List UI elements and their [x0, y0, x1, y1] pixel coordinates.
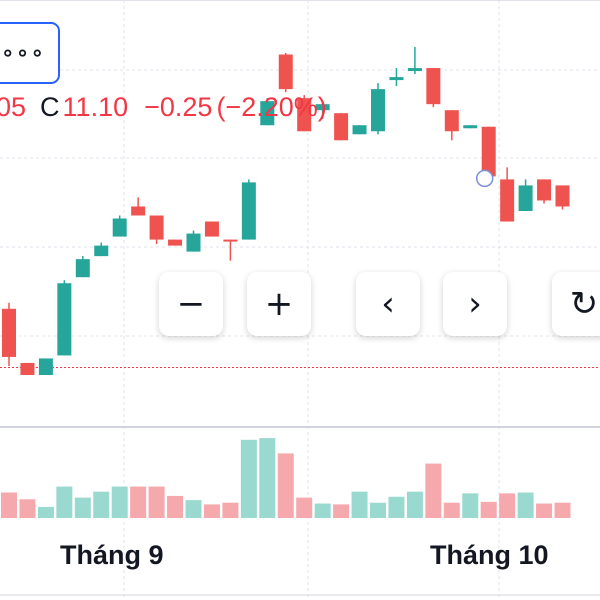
- volume-bar: [130, 486, 147, 518]
- volume-bar: [370, 502, 386, 518]
- ohlc-legend: 05 C 11.10 −0.25 (−2.20%): [0, 92, 327, 123]
- reset-chart-button[interactable]: ↻: [552, 272, 600, 336]
- volume-bar: [185, 500, 202, 518]
- candle-body: [297, 98, 312, 132]
- volume-bar: [406, 491, 423, 518]
- candle-body: [407, 68, 422, 72]
- volume-bar: [388, 496, 405, 518]
- candle-body: [241, 182, 256, 240]
- candle-body: [537, 179, 552, 201]
- volume-bar: [425, 463, 442, 518]
- change-percent: (−2.20%): [216, 92, 327, 122]
- volume-bar: [462, 493, 479, 518]
- candle-body: [371, 89, 385, 132]
- candle-body: [555, 185, 570, 207]
- candle-body: [75, 259, 90, 278]
- volume-bar: [259, 438, 276, 518]
- volume-bar: [443, 502, 460, 518]
- candle-body: [260, 101, 275, 126]
- volume-bar: [536, 503, 553, 518]
- minus-icon: −: [176, 284, 206, 324]
- candle-body: [500, 179, 515, 222]
- volume-bar: [1, 492, 17, 518]
- candle-body: [315, 104, 330, 111]
- volume-bar: [203, 504, 220, 518]
- volume-bar: [499, 493, 516, 518]
- volume-bar: [296, 497, 313, 518]
- candle-body: [131, 206, 146, 216]
- candle-body: [57, 283, 72, 356]
- change-value: −0.25: [144, 92, 213, 122]
- volume-bar: [554, 502, 571, 518]
- volume-bar: [517, 492, 534, 518]
- x-tick-label: Tháng 10: [430, 540, 549, 570]
- scroll-left-button[interactable]: ‹: [356, 272, 420, 336]
- candle-body: [2, 308, 16, 357]
- volume-bar: [56, 486, 73, 518]
- close-value: 11.10: [62, 92, 129, 122]
- zoom-in-button[interactable]: +: [247, 272, 311, 336]
- volume-bar: [277, 453, 294, 518]
- volume-bar: [37, 506, 54, 518]
- volume-bar: [74, 497, 91, 518]
- volume-bar: [333, 504, 350, 518]
- volume-bar: [93, 491, 110, 518]
- candle-body: [112, 218, 127, 237]
- candle-body: [38, 358, 53, 375]
- close-key: C: [40, 92, 60, 122]
- volume-bar: [148, 486, 165, 518]
- candle-body: [94, 245, 109, 257]
- plus-icon: +: [264, 284, 294, 324]
- candle-body: [481, 126, 496, 177]
- volume-bar: [167, 495, 184, 518]
- candle-body: [426, 68, 441, 105]
- candle-body: [518, 185, 533, 211]
- volume-bar: [19, 499, 36, 518]
- volume-bar: [111, 486, 128, 518]
- open-value-fragment: 05: [0, 92, 27, 122]
- volume-bar: [480, 501, 497, 518]
- volume-bar: [351, 491, 368, 518]
- reset-icon: ↻: [569, 284, 599, 324]
- crosshair-marker: [475, 169, 494, 188]
- candle-body: [278, 54, 293, 90]
- chevron-left-icon: ‹: [381, 284, 395, 324]
- candle-body: [334, 113, 349, 141]
- candle-body: [463, 125, 478, 129]
- candle-body: [352, 125, 367, 135]
- chevron-right-icon: ›: [468, 284, 482, 324]
- candle-body: [186, 233, 201, 252]
- candle-body: [168, 239, 183, 246]
- volume-bar: [240, 439, 257, 518]
- candle-body: [389, 77, 404, 81]
- scroll-right-button[interactable]: ›: [443, 272, 507, 336]
- candle-body: [444, 110, 459, 132]
- candle-body: [20, 362, 35, 375]
- zoom-out-button[interactable]: −: [159, 272, 223, 336]
- more-menu-button[interactable]: ∘∘∘: [0, 22, 60, 84]
- x-tick-label: Tháng 9: [60, 540, 164, 570]
- volume-bar: [222, 502, 239, 518]
- volume-bar: [314, 503, 331, 518]
- candle-body: [204, 221, 219, 237]
- candle-body: [223, 239, 238, 242]
- more-dots-icon: ∘∘∘: [0, 40, 46, 65]
- candle-body: [149, 215, 164, 240]
